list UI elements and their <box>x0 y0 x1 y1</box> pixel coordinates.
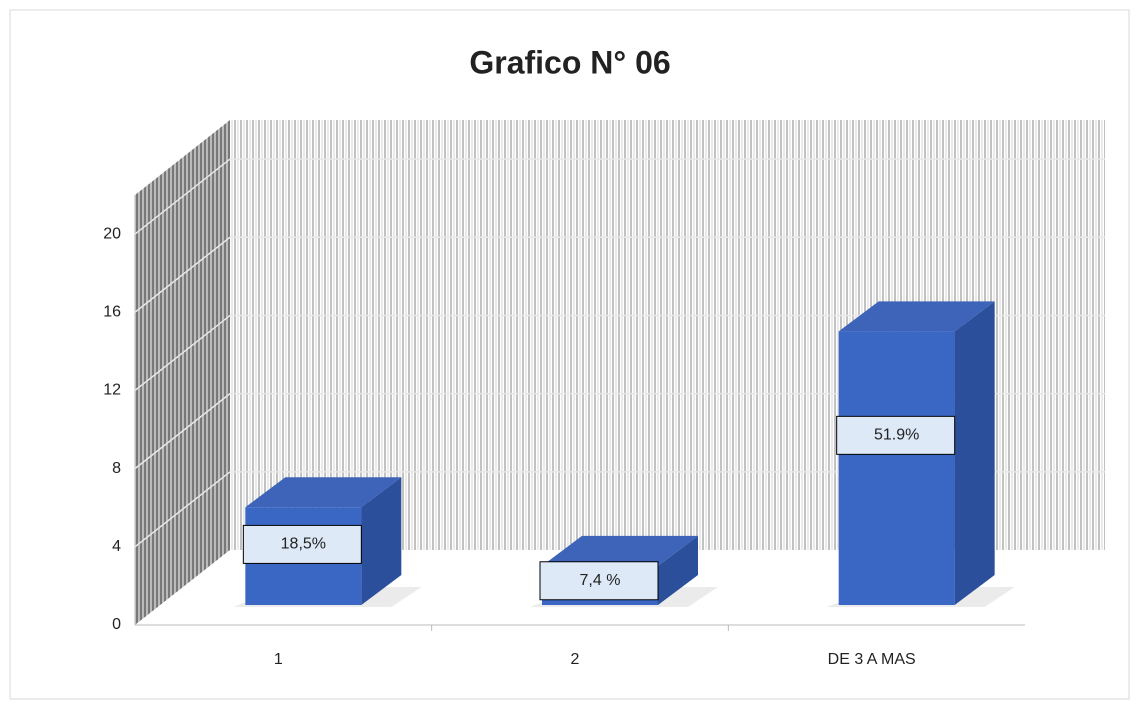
data-label-box <box>539 561 659 601</box>
grid-line <box>134 236 1105 313</box>
bar-side <box>361 477 402 605</box>
grid-line <box>134 314 1105 392</box>
bar <box>838 331 955 605</box>
x-tick-label: DE 3 A MAS <box>828 651 916 668</box>
data-label: 18,5% <box>281 536 326 553</box>
chart-title: Grafico N° 06 <box>469 44 670 80</box>
bar-top <box>838 301 995 332</box>
y-tick-label: 16 <box>103 303 121 320</box>
data-label: 7,4 % <box>580 572 621 589</box>
data-label-box <box>836 415 956 455</box>
data-label: 51.9% <box>874 427 919 444</box>
side-wall <box>135 120 230 625</box>
data-label-box <box>242 524 362 564</box>
grid-line <box>134 471 1105 548</box>
x-tick-label: 1 <box>274 651 283 668</box>
y-tick-label: 4 <box>112 538 121 555</box>
x-tick-label: 2 <box>571 651 580 668</box>
bar-top <box>542 535 698 566</box>
bar-side <box>658 535 698 605</box>
y-tick-label: 20 <box>103 225 121 242</box>
bar-side <box>954 301 995 605</box>
y-tick-label: 12 <box>103 382 121 399</box>
bar-top <box>245 477 402 508</box>
y-tick-label: 0 <box>112 616 121 633</box>
grid-line <box>134 158 1105 235</box>
y-tick-label: 8 <box>112 460 121 477</box>
grid-line <box>134 392 1105 470</box>
